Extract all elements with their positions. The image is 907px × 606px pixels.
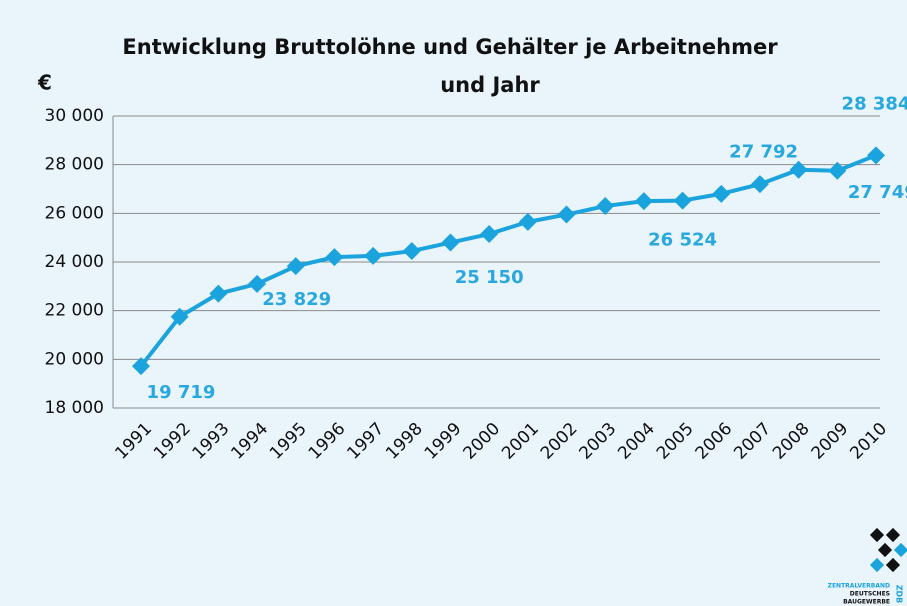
x-tick-label: 2010: [846, 419, 891, 464]
x-tick-label: 2002: [537, 419, 582, 464]
y-axis-label: €: [37, 71, 52, 95]
y-tick-label: 30 000: [45, 106, 104, 126]
x-tick-label: 1999: [421, 419, 466, 464]
data-point: [286, 257, 305, 276]
x-tick-label: 2003: [576, 419, 621, 464]
data-label: 27 749: [848, 182, 907, 203]
data-point: [712, 184, 731, 203]
logo-icon: [869, 527, 907, 573]
data-point: [364, 246, 383, 265]
y-tick-label: 28 000: [45, 155, 104, 175]
data-point: [441, 233, 460, 252]
x-tick-label: 1997: [343, 419, 388, 464]
logo-text: ZENTRALVERBAND: [828, 583, 890, 590]
data-point: [209, 284, 228, 303]
data-point: [557, 205, 576, 224]
data-point: [518, 212, 537, 231]
data-label: 26 524: [648, 230, 717, 251]
x-tick-label: 2005: [653, 419, 698, 464]
chart-title: Entwicklung Bruttolöhne und Gehälter je …: [122, 35, 778, 59]
data-point: [750, 175, 769, 194]
logo-text: DEUTSCHES: [850, 591, 890, 598]
data-point: [789, 160, 808, 179]
y-tick-label: 18 000: [45, 398, 104, 418]
data-point: [634, 192, 653, 211]
x-tick-label: 2001: [498, 419, 543, 464]
x-tick-label: 2008: [769, 419, 814, 464]
data-point: [673, 191, 692, 210]
y-tick-label: 20 000: [45, 349, 104, 369]
x-tick-label: 2009: [808, 419, 853, 464]
logo-text: BAUGEWERBE: [843, 599, 890, 606]
data-label: 25 150: [455, 267, 524, 288]
x-tick-label: 2007: [730, 419, 775, 464]
chart-title: und Jahr: [440, 73, 540, 97]
data-point: [402, 242, 421, 261]
data-label: 28 384: [842, 93, 907, 114]
y-tick-label: 24 000: [45, 252, 104, 272]
y-tick-label: 26 000: [45, 203, 104, 223]
x-tick-label: 1991: [111, 419, 156, 464]
data-point: [867, 146, 885, 165]
y-tick-label: 22 000: [45, 301, 104, 321]
data-label: 19 719: [147, 382, 216, 403]
data-point: [170, 307, 189, 326]
x-tick-label: 1995: [266, 419, 311, 464]
x-tick-label: 2006: [692, 419, 737, 464]
logo-mark: ZDB: [895, 585, 904, 604]
x-tick-label: 1993: [189, 419, 234, 464]
x-tick-label: 1996: [305, 419, 350, 464]
x-tick-label: 2000: [459, 419, 504, 464]
data-point: [480, 225, 499, 244]
data-label: 23 829: [262, 289, 331, 310]
x-tick-label: 2004: [614, 419, 659, 464]
data-point: [325, 248, 344, 267]
x-tick-label: 1992: [150, 419, 195, 464]
data-point: [596, 197, 615, 216]
data-point: [828, 161, 847, 180]
x-tick-label: 1998: [382, 419, 427, 464]
data-label: 27 792: [729, 142, 798, 163]
logo: ZENTRALVERBAND DEUTSCHES BAUGEWERBE ZDB: [828, 527, 907, 606]
data-point: [132, 357, 150, 376]
data-point: [248, 274, 267, 293]
x-tick-label: 1994: [227, 419, 272, 464]
